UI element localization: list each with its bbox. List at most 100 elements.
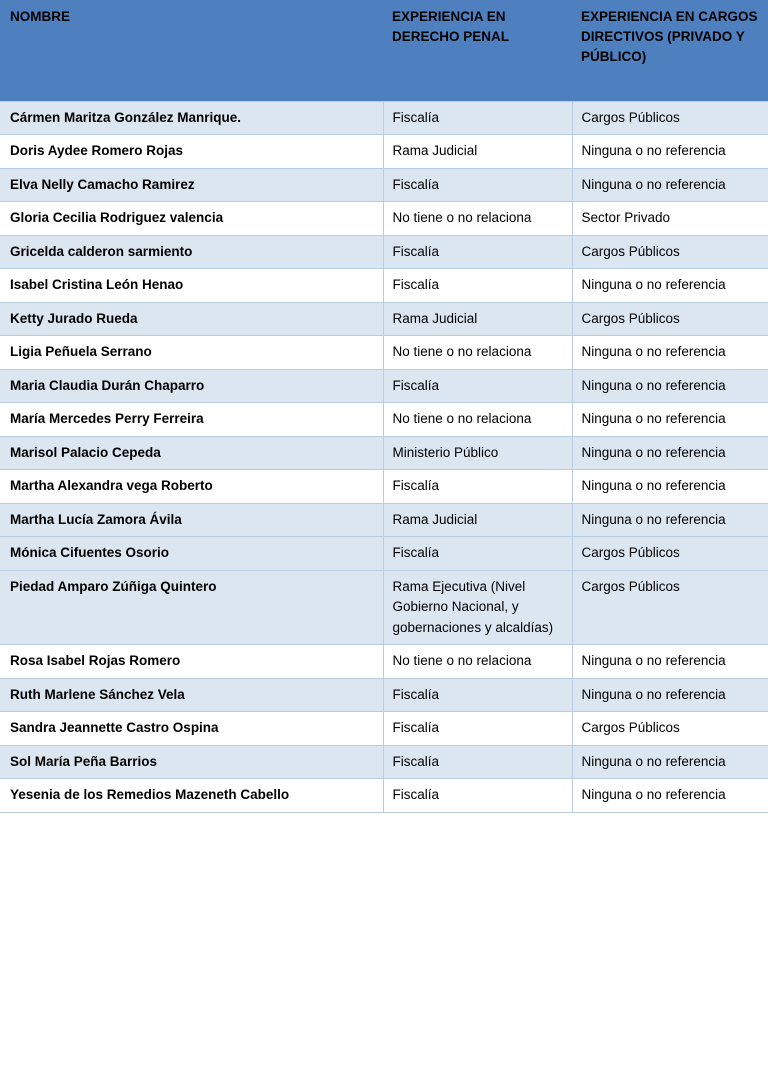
cell-experiencia-cargos-directivos: Cargos Públicos [571,234,768,270]
table-row: Sol María Peña Barrios Fiscalía Ninguna o … [0,744,768,780]
cell-experiencia-cargos-directivos: Ninguna o no referencia [571,435,768,471]
cell-experiencia-derecho-penal: Fiscalía [382,368,572,404]
table-row: Piedad Amparo Zúñiga Quintero Rama Ejecut… [0,569,768,646]
cell-nombre: María Mercedes Perry Ferreira [0,402,383,437]
cell-experiencia-derecho-penal-text: Rama Judicial [392,310,478,326]
cell-experiencia-derecho-penal-text: Fiscalía [392,109,440,125]
table-body: Cármen Maritza González Manrique. Fiscalí… [0,100,768,813]
table-row: Marisol Palacio Cepeda Ministerio Público… [0,435,768,471]
cell-experiencia-cargos-directivos: Sector Privado [571,201,768,236]
cell-experiencia-cargos-directivos-text: Ninguna o no referencia [581,176,726,192]
cell-experiencia-cargos-directivos-text: Ninguna o no referencia [581,277,726,293]
cell-experiencia-cargos-directivos: Ninguna o no referencia [571,134,768,169]
table-row: Ligia Peñuela Serrano No tiene o no relac… [0,335,768,370]
cell-nombre-text: Piedad Amparo Zúñiga Quintero [10,578,217,594]
cell-nombre-text: Martha Alexandra vega Roberto [10,478,213,494]
cell-experiencia-cargos-directivos: Cargos Públicos [571,301,768,337]
cell-nombre: Maria Claudia Durán Chaparro [0,368,383,404]
cell-experiencia-derecho-penal-text: Fiscalía [392,478,440,494]
cell-experiencia-cargos-directivos: Ninguna o no referencia [571,469,768,504]
table-row: María Mercedes Perry Ferreira No tiene o … [0,402,768,437]
cell-nombre: Ruth Marlene Sánchez Vela [0,677,383,713]
cell-experiencia-cargos-directivos-text: Cargos Públicos [581,720,680,736]
table-row: Doris Aydee Romero Rojas Rama Judicial Nin… [0,134,768,169]
cell-experiencia-derecho-penal: No tiene o no relaciona [382,644,572,679]
cell-nombre-text: Yesenia de los Remedios Mazeneth Cabello [10,787,290,803]
cell-experiencia-cargos-directivos: Ninguna o no referencia [571,502,768,538]
cell-nombre-text: Gricelda calderon sarmiento [10,243,193,259]
cell-experiencia-cargos-directivos-text: Ninguna o no referencia [581,143,726,159]
cell-nombre-text: Gloria Cecilia Rodriguez valencia [10,210,224,226]
cell-experiencia-derecho-penal-text: Fiscalía [392,686,440,702]
cell-nombre-text: Doris Aydee Romero Rojas [10,143,184,159]
cell-nombre: Mónica Cifuentes Osorio [0,536,383,571]
cell-experiencia-derecho-penal-text: Ministerio Público [392,444,499,460]
cell-experiencia-cargos-directivos-text: Cargos Públicos [581,109,680,125]
cell-experiencia-cargos-directivos-text: Sector Privado [581,210,671,226]
column-header-cargos-directivos-label: EXPERIENCIA EN CARGOS DIRECTIVOS (PRIVAD… [581,9,758,64]
table-row: Gricelda calderon sarmiento Fiscalía Cargo… [0,234,768,270]
table-row: Cármen Maritza González Manrique. Fiscalí… [0,100,768,136]
cell-nombre: Sol María Peña Barrios [0,744,383,780]
cell-experiencia-derecho-penal: Rama Judicial [382,134,572,169]
cell-experiencia-cargos-directivos: Cargos Públicos [571,536,768,571]
table-header: NOMBRE EXPERIENCIA EN DERECHO PENAL EXPE… [0,0,768,101]
cell-nombre-text: Martha Lucía Zamora Ávila [10,511,182,527]
cell-nombre: Doris Aydee Romero Rojas [0,134,383,169]
cell-experiencia-cargos-directivos: Ninguna o no referencia [571,778,768,813]
cell-experiencia-cargos-directivos-text: Ninguna o no referencia [581,377,726,393]
cell-experiencia-derecho-penal-text: Rama Judicial [392,143,478,159]
cell-nombre: Elva Nelly Camacho Ramirez [0,167,383,203]
column-header-derecho-penal: EXPERIENCIA EN DERECHO PENAL [383,0,572,101]
cell-experiencia-cargos-directivos: Ninguna o no referencia [571,402,768,437]
cell-experiencia-cargos-directivos-text: Ninguna o no referencia [581,753,726,769]
cell-experiencia-derecho-penal-text: Rama Ejecutiva (Nivel Gobierno Nacional,… [392,578,554,635]
table-row: Sandra Jeannette Castro Ospina Fiscalía Ca… [0,711,768,746]
cell-experiencia-cargos-directivos-text: Cargos Públicos [581,310,680,326]
table-row: Maria Claudia Durán Chaparro Fiscalía Ning… [0,368,768,404]
cell-experiencia-cargos-directivos: Ninguna o no referencia [571,167,768,203]
cell-nombre: Yesenia de los Remedios Mazeneth Cabello [0,778,383,813]
cell-nombre-text: Elva Nelly Camacho Ramirez [10,176,195,192]
cell-nombre: Ketty Jurado Rueda [0,301,383,337]
table-row: Isabel Cristina León Henao Fiscalía Ningun… [0,268,768,303]
cell-nombre: Marisol Palacio Cepeda [0,435,383,471]
cell-experiencia-derecho-penal: Fiscalía [382,100,572,136]
cell-nombre-text: Cármen Maritza González Manrique. [10,109,242,125]
cell-experiencia-cargos-directivos-text: Ninguna o no referencia [581,653,726,669]
cell-nombre: Isabel Cristina León Henao [0,268,383,303]
cell-experiencia-cargos-directivos-text: Ninguna o no referencia [581,478,726,494]
cell-experiencia-derecho-penal: Fiscalía [382,677,572,713]
cell-nombre-text: Isabel Cristina León Henao [10,277,184,293]
cell-experiencia-derecho-penal-text: Fiscalía [392,787,440,803]
column-header-nombre: NOMBRE [0,0,383,101]
cell-experiencia-derecho-penal: Fiscalía [382,234,572,270]
cell-experiencia-derecho-penal: Fiscalía [382,778,572,813]
cell-experiencia-cargos-directivos: Ninguna o no referencia [571,677,768,713]
column-header-nombre-label: NOMBRE [10,9,70,24]
cell-experiencia-derecho-penal-text: Fiscalía [392,720,440,736]
cell-experiencia-derecho-penal: Fiscalía [382,536,572,571]
cell-experiencia-cargos-directivos-text: Cargos Públicos [581,578,680,594]
cell-nombre: Gloria Cecilia Rodriguez valencia [0,201,383,236]
cell-experiencia-derecho-penal-text: Fiscalía [392,545,440,561]
cell-nombre: Rosa Isabel Rojas Romero [0,644,383,679]
cell-experiencia-derecho-penal: Fiscalía [382,711,572,746]
cell-experiencia-cargos-directivos: Ninguna o no referencia [571,268,768,303]
cell-nombre: Gricelda calderon sarmiento [0,234,383,270]
cell-experiencia-derecho-penal-text: No tiene o no relaciona [392,653,532,669]
cell-experiencia-derecho-penal-text: Fiscalía [392,277,440,293]
cell-experiencia-cargos-directivos: Ninguna o no referencia [571,644,768,679]
cell-experiencia-derecho-penal-text: No tiene o no relaciona [392,344,532,360]
cell-experiencia-derecho-penal: Fiscalía [382,469,572,504]
cell-experiencia-cargos-directivos: Ninguna o no referencia [571,335,768,370]
cell-experiencia-derecho-penal: Rama Ejecutiva (Nivel Gobierno Nacional,… [382,569,572,646]
table-row: Yesenia de los Remedios Mazeneth Cabello… [0,778,768,813]
cell-experiencia-cargos-directivos-text: Ninguna o no referencia [581,444,726,460]
cell-nombre-text: Ligia Peñuela Serrano [10,344,152,360]
cell-experiencia-derecho-penal-text: No tiene o no relaciona [392,210,532,226]
cell-nombre: Martha Lucía Zamora Ávila [0,502,383,538]
cell-experiencia-cargos-directivos-text: Ninguna o no referencia [581,411,726,427]
cell-experiencia-derecho-penal: Fiscalía [382,744,572,780]
column-header-cargos-directivos: EXPERIENCIA EN CARGOS DIRECTIVOS (PRIVAD… [572,0,768,101]
